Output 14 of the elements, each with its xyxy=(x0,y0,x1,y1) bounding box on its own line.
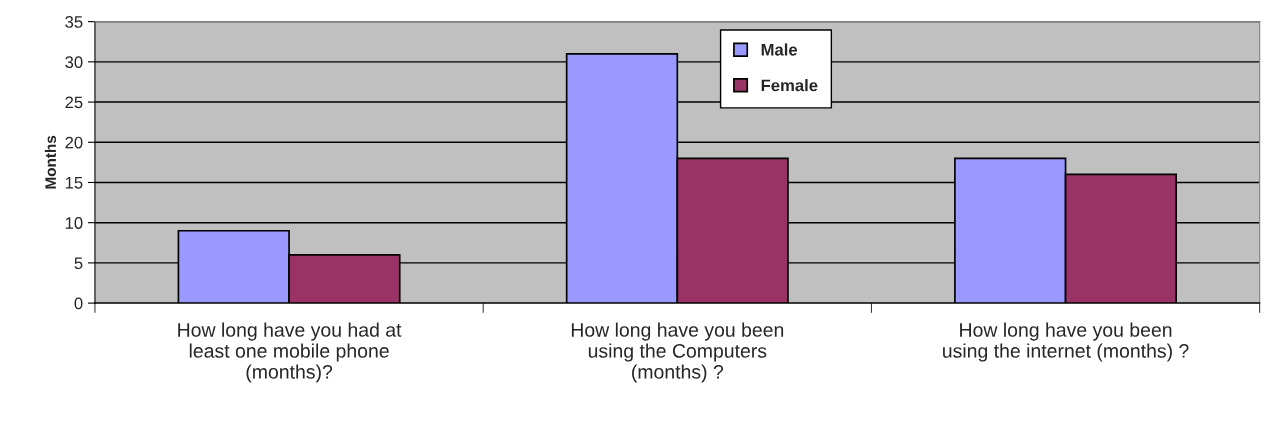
y-tick-label: 10 xyxy=(65,217,83,229)
legend-label: Male xyxy=(761,43,798,56)
y-tick-label: 5 xyxy=(74,257,83,270)
x-tick-label: How long have you had at least one mobile phone (months)? xyxy=(178,322,402,383)
x-tick-label: How long have you been using the internet (months) ? xyxy=(943,322,1189,362)
x-tick-label: How long have you been using the Computers (months) ? xyxy=(571,322,784,383)
legend-label: Female xyxy=(761,79,818,92)
y-axis-title: Months xyxy=(44,135,57,189)
y-tick-label: 15 xyxy=(65,177,83,189)
y-tick-label: 35 xyxy=(65,16,83,28)
y-tick-label: 0 xyxy=(74,297,83,310)
y-tick-label: 30 xyxy=(65,56,83,69)
y-tick-label: 25 xyxy=(65,96,83,109)
y-tick-label: 20 xyxy=(65,136,83,149)
